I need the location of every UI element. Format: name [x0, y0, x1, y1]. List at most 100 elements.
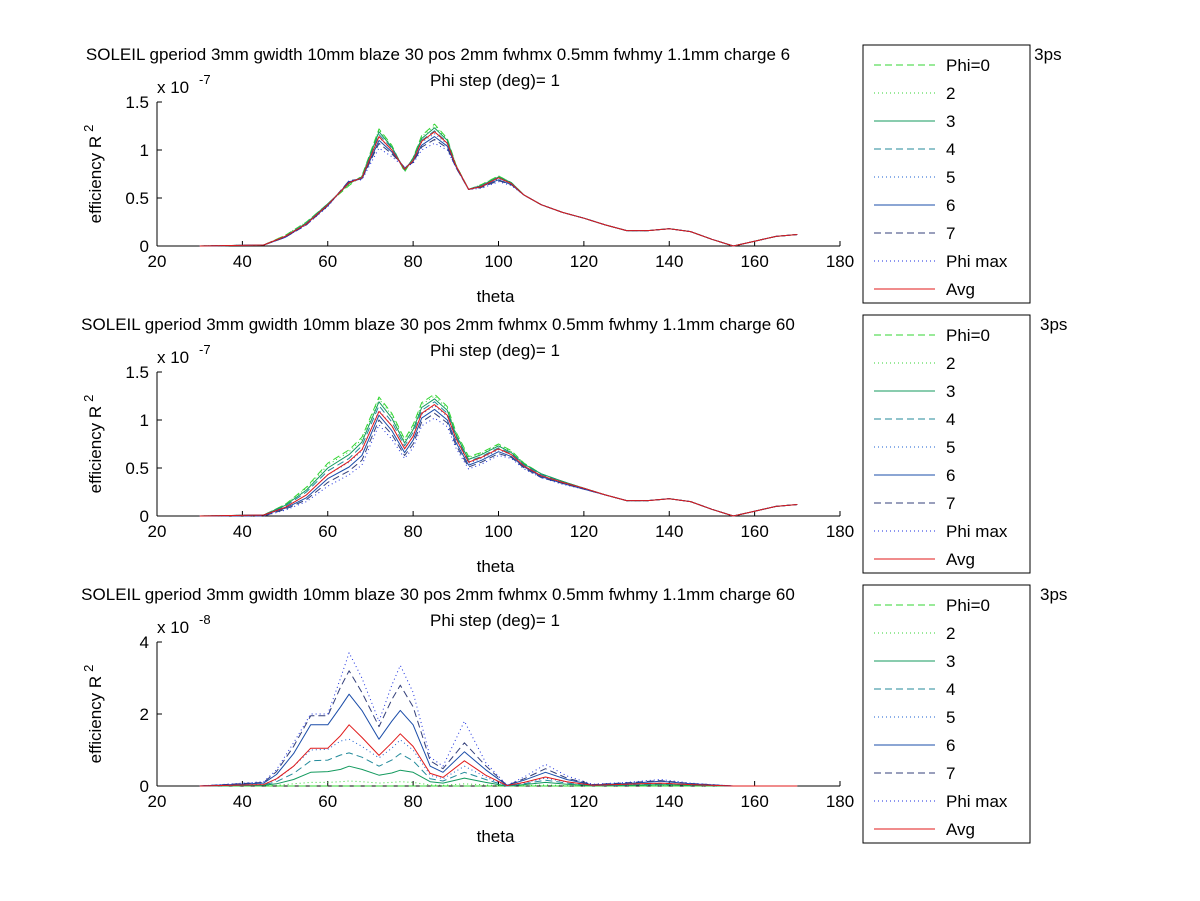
series-line-2 — [199, 125, 798, 247]
legend-label: Phi=0 — [946, 326, 990, 345]
series-line-7 — [199, 138, 798, 247]
legend-label: Phi max — [946, 522, 1008, 541]
x-axis-label: theta — [477, 557, 515, 576]
x-tick-label: 40 — [233, 792, 252, 811]
x-tick-label: 180 — [826, 252, 854, 271]
x-axis-label: theta — [477, 827, 515, 846]
y-exponent-base: x 10 — [157, 618, 189, 637]
legend-label: 6 — [946, 736, 955, 755]
legend-label: 5 — [946, 708, 955, 727]
x-tick-label: 160 — [740, 522, 768, 541]
y-axis-label-text: efficiency R — [86, 406, 105, 494]
series-line-phi-max — [199, 652, 798, 787]
x-tick-label: 100 — [484, 792, 512, 811]
legend-label: 7 — [946, 764, 955, 783]
legend-label: 6 — [946, 466, 955, 485]
series-line-avg — [199, 131, 798, 247]
x-tick-label: 60 — [318, 792, 337, 811]
legend-label: Avg — [946, 280, 975, 299]
series-line-avg — [199, 724, 798, 787]
legend-label: Phi max — [946, 792, 1008, 811]
legend-label: 7 — [946, 494, 955, 513]
y-tick-label: 1 — [140, 411, 149, 430]
x-tick-label: 20 — [148, 522, 167, 541]
chart-title-tail: 3ps — [1040, 315, 1067, 334]
x-tick-label: 140 — [655, 252, 683, 271]
x-tick-label: 20 — [148, 792, 167, 811]
legend-label: 6 — [946, 196, 955, 215]
legend-label: 2 — [946, 84, 955, 103]
x-tick-label: 60 — [318, 522, 337, 541]
legend-label: 3 — [946, 652, 955, 671]
x-tick-label: 180 — [826, 522, 854, 541]
x-tick-label: 80 — [404, 522, 423, 541]
series-line-7 — [199, 670, 798, 787]
series-line-6 — [199, 693, 798, 787]
chart-subtitle: Phi step (deg)= 1 — [430, 71, 560, 90]
y-axis-label-superscript: 2 — [81, 665, 96, 672]
legend-label: Phi max — [946, 252, 1008, 271]
y-tick-label: 1 — [140, 141, 149, 160]
y-tick-label: 4 — [140, 633, 149, 652]
legend: Phi=0 2 3 4 5 6 7 Phi max Avg — [862, 314, 1031, 574]
legend-label: 5 — [946, 168, 955, 187]
x-tick-label: 60 — [318, 252, 337, 271]
legend: Phi=0 2 3 4 5 6 7 Phi max Avg — [862, 44, 1031, 304]
legend: Phi=0 2 3 4 5 6 7 Phi max Avg — [862, 584, 1031, 844]
chart-subtitle: Phi step (deg)= 1 — [430, 611, 560, 630]
series-line-avg — [199, 404, 798, 517]
legend-label: 2 — [946, 624, 955, 643]
y-axis-label-superscript: 2 — [81, 395, 96, 402]
legend-label: 2 — [946, 354, 955, 373]
y-exponent-base: x 10 — [157, 78, 189, 97]
legend-label: 3 — [946, 112, 955, 131]
x-axis-label: theta — [477, 287, 515, 306]
x-tick-label: 100 — [484, 252, 512, 271]
legend-label: 3 — [946, 382, 955, 401]
chart-subtitle: Phi step (deg)= 1 — [430, 341, 560, 360]
legend-label: Avg — [946, 820, 975, 839]
chart-title: SOLEIL gperiod 3mm gwidth 10mm blaze 30 … — [86, 45, 790, 64]
legend-label: Phi=0 — [946, 56, 990, 75]
y-axis-label-text: efficiency R — [86, 136, 105, 224]
x-tick-label: 40 — [233, 522, 252, 541]
y-tick-label: 0 — [140, 237, 149, 256]
x-tick-label: 120 — [570, 252, 598, 271]
x-tick-label: 160 — [740, 252, 768, 271]
x-tick-label: 180 — [826, 792, 854, 811]
y-tick-label: 2 — [140, 705, 149, 724]
y-tick-label: 1.5 — [125, 363, 149, 382]
x-tick-label: 80 — [404, 252, 423, 271]
y-axis-label-superscript: 2 — [81, 125, 96, 132]
legend-box — [862, 314, 1031, 574]
series-line-7 — [199, 412, 798, 517]
legend-label: Phi=0 — [946, 596, 990, 615]
y-exponent-base: x 10 — [157, 348, 189, 367]
y-exponent-power: -8 — [199, 612, 211, 627]
legend-box — [862, 584, 1031, 844]
y-exponent-power: -7 — [199, 342, 211, 357]
chart-title: SOLEIL gperiod 3mm gwidth 10mm blaze 30 … — [81, 585, 795, 604]
y-axis-label: efficiency R 2 — [81, 395, 105, 494]
x-tick-label: 120 — [570, 522, 598, 541]
y-axis-label-text: efficiency R — [86, 676, 105, 764]
y-tick-label: 0.5 — [125, 189, 149, 208]
legend-label: 4 — [946, 680, 955, 699]
y-tick-label: 0.5 — [125, 459, 149, 478]
x-tick-label: 80 — [404, 792, 423, 811]
x-tick-label: 160 — [740, 792, 768, 811]
legend-label: 5 — [946, 438, 955, 457]
x-tick-label: 40 — [233, 252, 252, 271]
y-exponent-power: -7 — [199, 72, 211, 87]
chart-panel-1: 20 40 60 80 100 120 140 160 180 0 0.5 1 1.5 x 10 -7 SOL… — [81, 44, 1062, 306]
legend-box — [862, 44, 1031, 304]
legend-label: 4 — [946, 410, 955, 429]
chart-title: SOLEIL gperiod 3mm gwidth 10mm blaze 30 … — [81, 315, 795, 334]
y-axis-label: efficiency R 2 — [81, 665, 105, 764]
chart-panel-3: 20 40 60 80 100 120 140 160 180 0 2 4 x 10 -8 SOLEIL g… — [81, 584, 1067, 846]
chart-title-tail: 3ps — [1040, 585, 1067, 604]
y-tick-label: 0 — [140, 507, 149, 526]
x-tick-label: 100 — [484, 522, 512, 541]
x-tick-label: 120 — [570, 792, 598, 811]
